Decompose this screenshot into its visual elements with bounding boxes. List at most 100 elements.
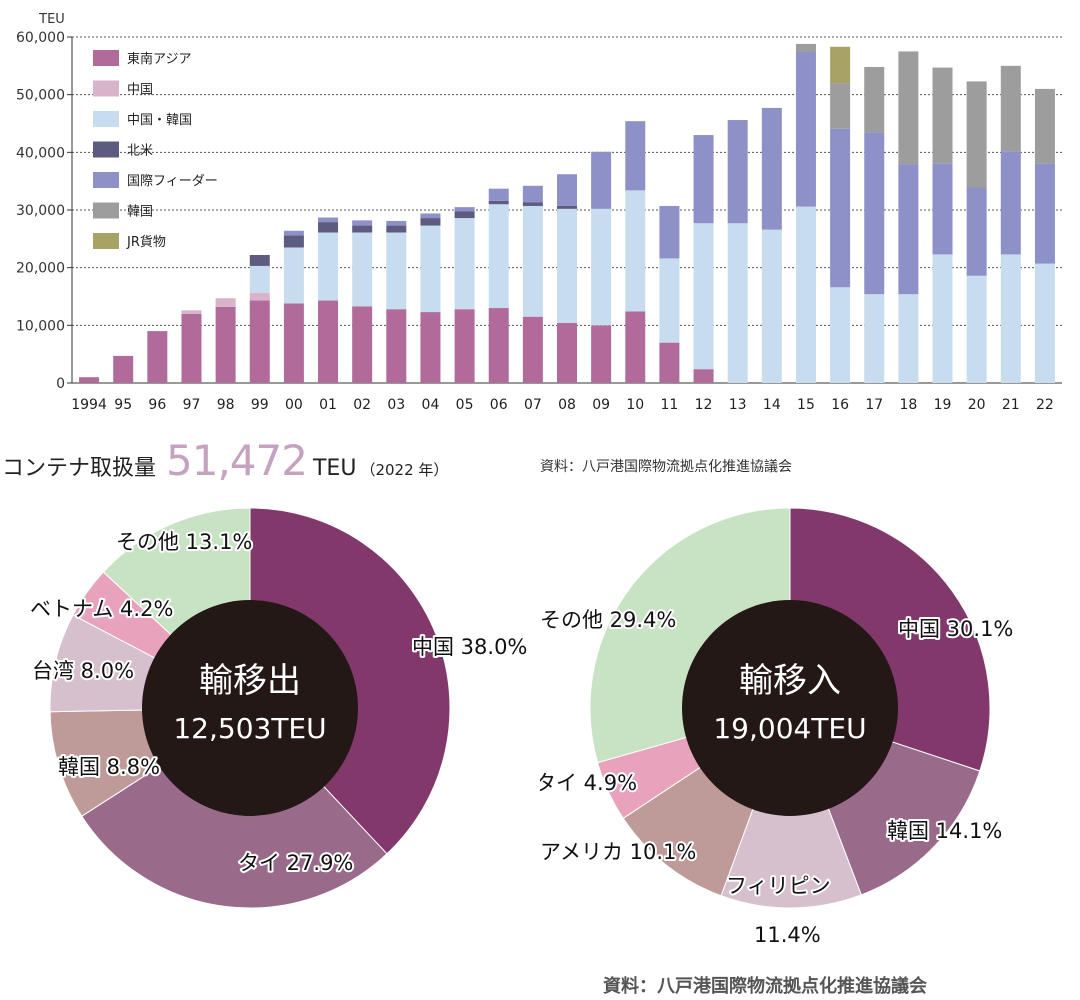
bar-segment xyxy=(659,342,680,383)
bar-segment xyxy=(181,310,202,314)
bar-segment xyxy=(557,174,577,206)
container-volume-caption: コンテナ取扱量 51,472 TEU （2022 年） xyxy=(2,436,448,485)
bar-segment xyxy=(625,311,646,383)
bar-segment xyxy=(249,265,270,294)
donut-center-title: 輸移入 xyxy=(739,661,841,701)
bar-segment xyxy=(693,223,714,370)
bar-segment xyxy=(386,232,407,310)
bar-segment xyxy=(693,369,714,383)
bar-segment xyxy=(249,254,270,266)
bar-segment xyxy=(249,293,270,301)
slice-percent-label: 11.4% xyxy=(754,923,821,947)
legend-swatch xyxy=(93,111,119,127)
bar-segment xyxy=(215,298,236,307)
y-tick-label: 20,000 xyxy=(16,261,65,277)
caption-unit: TEU xyxy=(312,456,357,481)
x-tick-label: 09 xyxy=(592,397,610,413)
bar-segment xyxy=(727,223,748,383)
bar-segment xyxy=(591,151,612,209)
bar-segment xyxy=(454,207,475,212)
bar-segment xyxy=(352,225,373,233)
x-tick-label: 00 xyxy=(285,397,303,413)
bar-segment xyxy=(420,312,441,383)
bar-segment xyxy=(352,232,373,307)
slice-label: その他 29.4% xyxy=(540,608,676,632)
x-tick-label: 20 xyxy=(968,397,986,413)
bar-segment xyxy=(693,135,714,224)
bar-segment xyxy=(898,51,919,165)
slice-label: 中国 30.1% xyxy=(898,617,1013,641)
bar-segment xyxy=(557,205,577,209)
y-tick-label: 50,000 xyxy=(16,88,65,104)
bar-segment xyxy=(454,309,475,383)
bar-segment xyxy=(898,294,919,383)
x-tick-label: 11 xyxy=(660,397,678,413)
bar-segment xyxy=(864,132,885,295)
slice-label: その他 13.1% xyxy=(116,530,252,554)
bar-segment xyxy=(1000,254,1021,383)
bar-segment xyxy=(522,316,543,383)
bar-segment xyxy=(249,300,270,383)
donut-center-value: 12,503TEU xyxy=(173,712,326,745)
x-tick-label: 96 xyxy=(148,397,166,413)
slice-label: タイ 4.9% xyxy=(540,771,637,795)
y-tick-label: 30,000 xyxy=(16,203,65,219)
legend-swatch xyxy=(93,50,119,66)
bar-segment xyxy=(795,206,816,383)
bar-segment xyxy=(557,208,577,324)
caption-year: （2022 年） xyxy=(360,461,449,479)
donut-center-title: 輸移出 xyxy=(199,661,301,701)
y-tick-label: 10,000 xyxy=(16,318,65,334)
bar-segment xyxy=(966,275,987,383)
legend-swatch xyxy=(93,202,119,219)
bar-segment xyxy=(830,46,851,84)
bar-segment xyxy=(1034,163,1055,264)
x-tick-label: 17 xyxy=(865,397,883,413)
bar-segment xyxy=(1034,88,1055,164)
slice-label: フィリピン xyxy=(726,874,831,898)
x-tick-label: 01 xyxy=(319,397,337,413)
x-tick-label: 04 xyxy=(422,397,440,413)
x-tick-label: 12 xyxy=(695,397,713,413)
bar-segment xyxy=(318,222,339,233)
bar-segment xyxy=(522,202,543,206)
bar-segment xyxy=(932,67,953,164)
legend-label: 中国 xyxy=(127,83,153,98)
bar-segment xyxy=(318,300,339,383)
legend-swatch xyxy=(93,172,119,188)
bar-segment xyxy=(522,205,543,317)
bar-segment xyxy=(147,331,168,383)
y-tick-label: 0 xyxy=(56,376,65,392)
bar-segment xyxy=(386,225,407,233)
legend-swatch xyxy=(93,141,119,158)
x-tick-label: 19 xyxy=(934,397,952,413)
bar-segment xyxy=(488,204,509,309)
bar-segment xyxy=(318,217,339,223)
bar-segment xyxy=(864,66,885,133)
bar-segment xyxy=(420,225,441,313)
bar-segment xyxy=(932,163,953,255)
slice-label: 韓国 8.8% xyxy=(58,755,160,779)
bar-segment xyxy=(283,235,304,248)
bar-segment xyxy=(1000,151,1021,255)
bar-segment xyxy=(454,211,475,219)
x-tick-label: 97 xyxy=(183,397,201,413)
x-tick-label: 1994 xyxy=(71,397,107,413)
x-tick-label: 98 xyxy=(217,397,235,413)
bar-segment xyxy=(932,254,953,383)
legend-swatch xyxy=(93,233,119,249)
bar-segment xyxy=(591,325,612,383)
x-tick-label: 14 xyxy=(763,397,781,413)
bar-segment xyxy=(761,229,782,383)
slice-label: 中国 38.0% xyxy=(412,635,527,659)
bar-segment xyxy=(181,313,202,383)
donut-hole xyxy=(142,600,358,816)
bar-segment xyxy=(454,218,475,310)
bar-segment xyxy=(625,190,646,312)
bar-segment xyxy=(659,205,680,259)
slice-label: アメリカ 10.1% xyxy=(540,840,696,864)
x-tick-label: 07 xyxy=(524,397,542,413)
bar-segment xyxy=(283,247,304,304)
bar-segment xyxy=(830,128,851,288)
